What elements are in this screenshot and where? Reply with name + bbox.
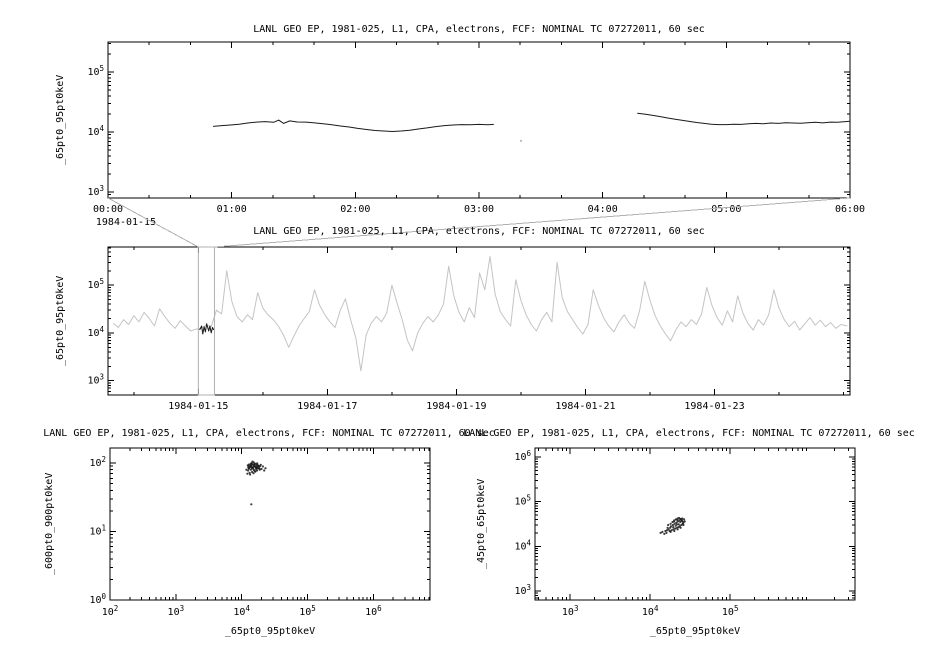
svg-text:00:00: 00:00 [93,204,123,215]
svg-text:1984-01-21: 1984-01-21 [555,401,615,412]
svg-text:105: 105 [722,604,739,618]
svg-text:103: 103 [562,604,579,618]
svg-text:1984-01-19: 1984-01-19 [426,401,486,412]
svg-text:106: 106 [514,449,531,463]
svg-text:03:00: 03:00 [464,204,494,215]
svg-text:1984-01-23: 1984-01-23 [684,401,744,412]
svg-text:05:00: 05:00 [711,204,741,215]
svg-text:04:00: 04:00 [588,204,618,215]
svg-text:105: 105 [514,494,531,508]
svg-text:02:00: 02:00 [340,204,370,215]
svg-text:01:00: 01:00 [217,204,247,215]
svg-text:104: 104 [514,538,531,552]
svg-text:1984-01-15: 1984-01-15 [168,401,228,412]
svg-text:103: 103 [514,583,531,597]
svg-text:1984-01-17: 1984-01-17 [297,401,357,412]
svg-text:06:00: 06:00 [835,204,865,215]
svg-text:104: 104 [642,604,659,618]
svg-text:1984-01-15: 1984-01-15 [96,217,156,228]
